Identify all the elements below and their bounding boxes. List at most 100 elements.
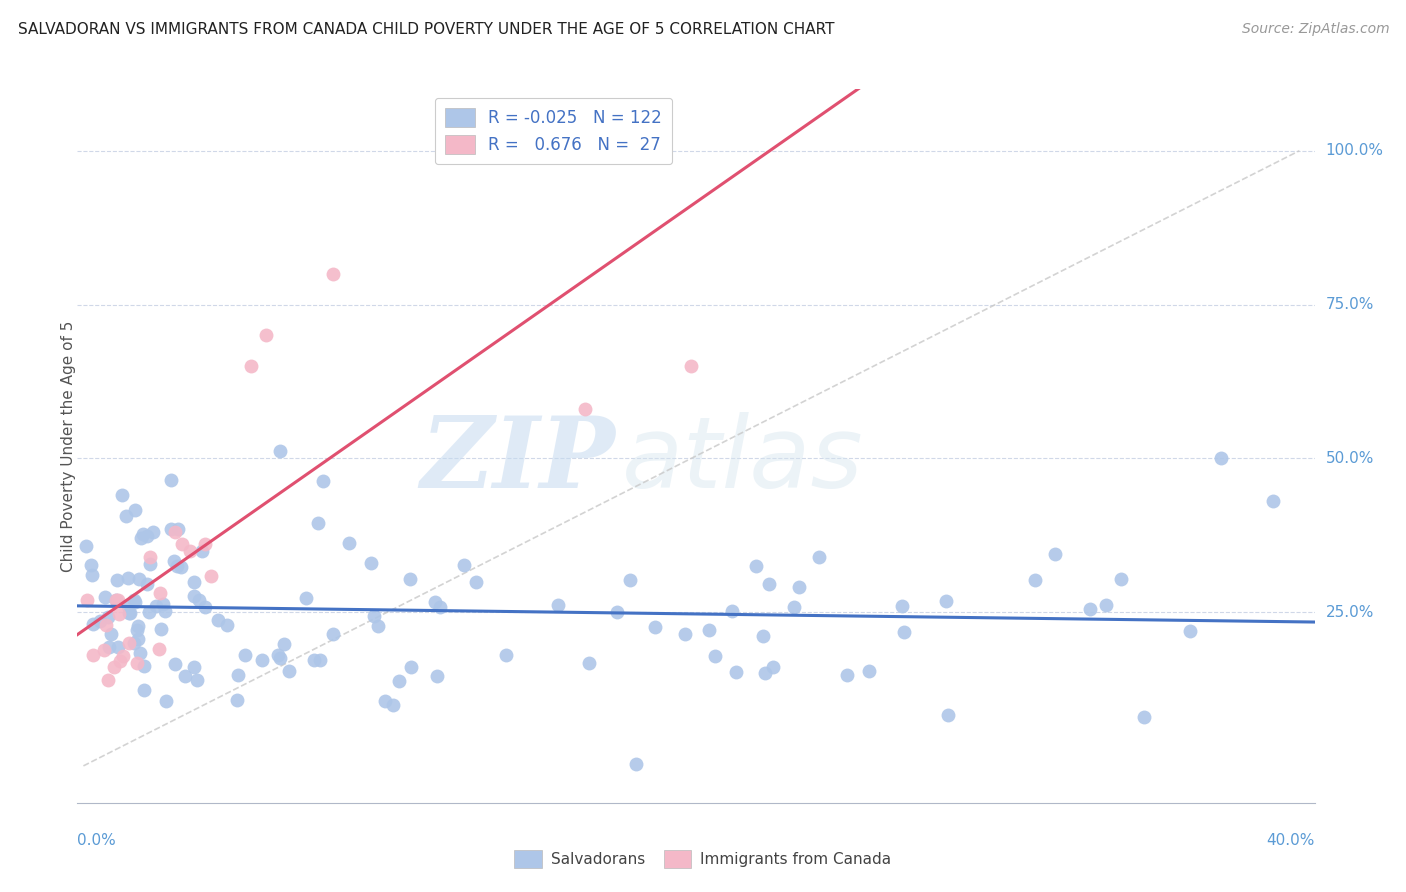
Point [125,623,148,637]
Text: 0.0%: 0.0% [77,833,117,848]
Point [430,150,453,164]
Point [174,669,197,683]
Point [138,550,160,565]
Point [129,646,152,660]
Point [155,694,177,708]
Point [322,267,344,281]
Point [374,693,396,707]
Point [1043,547,1066,561]
Point [367,619,389,633]
Point [547,598,569,612]
Point [167,522,190,536]
Point [250,653,273,667]
Point [134,659,156,673]
Point [131,531,153,545]
Point [118,606,141,620]
Point [363,609,385,624]
Point [170,560,193,574]
Point [122,593,145,607]
Point [626,757,648,772]
Point [426,669,449,683]
Text: Source: ZipAtlas.com: Source: ZipAtlas.com [1241,22,1389,37]
Point [166,559,188,574]
Point [464,574,486,589]
Point [423,595,446,609]
Point [76,593,98,607]
Point [758,577,780,591]
Point [94,618,117,632]
Point [134,683,156,698]
Point [183,589,205,603]
Point [200,569,222,583]
Point [118,636,141,650]
Point [787,580,810,594]
Point [337,535,360,549]
Point [124,595,146,609]
Point [82,568,104,582]
Point [105,574,128,588]
Legend: Salvadorans, Immigrants from Canada: Salvadorans, Immigrants from Canada [509,844,897,873]
Point [183,659,205,673]
Point [720,604,742,618]
Point [136,529,159,543]
Point [1261,494,1284,508]
Point [82,648,104,662]
Point [269,443,291,458]
Text: 25.0%: 25.0% [1326,605,1374,620]
Point [105,592,128,607]
Point [574,402,596,417]
Y-axis label: Child Poverty Under the Age of 5: Child Poverty Under the Age of 5 [62,320,76,572]
Point [194,537,217,551]
Point [429,600,451,615]
Text: SALVADORAN VS IMMIGRANTS FROM CANADA CHILD POVERTY UNDER THE AGE OF 5 CORRELATIO: SALVADORAN VS IMMIGRANTS FROM CANADA CHI… [18,22,835,37]
Point [153,604,176,618]
Point [225,692,247,706]
Point [217,618,239,632]
Point [94,590,117,604]
Point [1024,574,1046,588]
Point [162,554,184,568]
Point [233,648,256,662]
Point [858,664,880,678]
Point [93,643,115,657]
Point [388,674,411,689]
Point [745,558,768,573]
Point [1133,709,1156,723]
Point [122,636,145,650]
Point [762,660,785,674]
Point [103,660,125,674]
Point [1109,573,1132,587]
Point [163,525,186,540]
Point [127,632,149,646]
Point [124,503,146,517]
Point [191,544,214,558]
Point [149,623,172,637]
Point [273,637,295,651]
Point [207,614,229,628]
Point [269,651,291,665]
Point [127,619,149,633]
Point [98,640,121,654]
Point [128,572,150,586]
Point [783,600,806,615]
Point [115,508,138,523]
Point [893,625,915,640]
Point [183,575,205,590]
Point [172,537,194,551]
Point [97,609,120,624]
Point [254,328,277,343]
Point [160,522,183,536]
Text: 100.0%: 100.0% [1326,144,1384,158]
Point [187,592,209,607]
Point [360,556,382,570]
Point [118,606,141,620]
Point [644,620,666,634]
Point [138,605,160,619]
Point [75,539,97,553]
Point [697,623,720,637]
Text: 75.0%: 75.0% [1326,297,1374,312]
Point [82,616,104,631]
Point [302,653,325,667]
Point [495,648,517,662]
Point [835,668,858,682]
